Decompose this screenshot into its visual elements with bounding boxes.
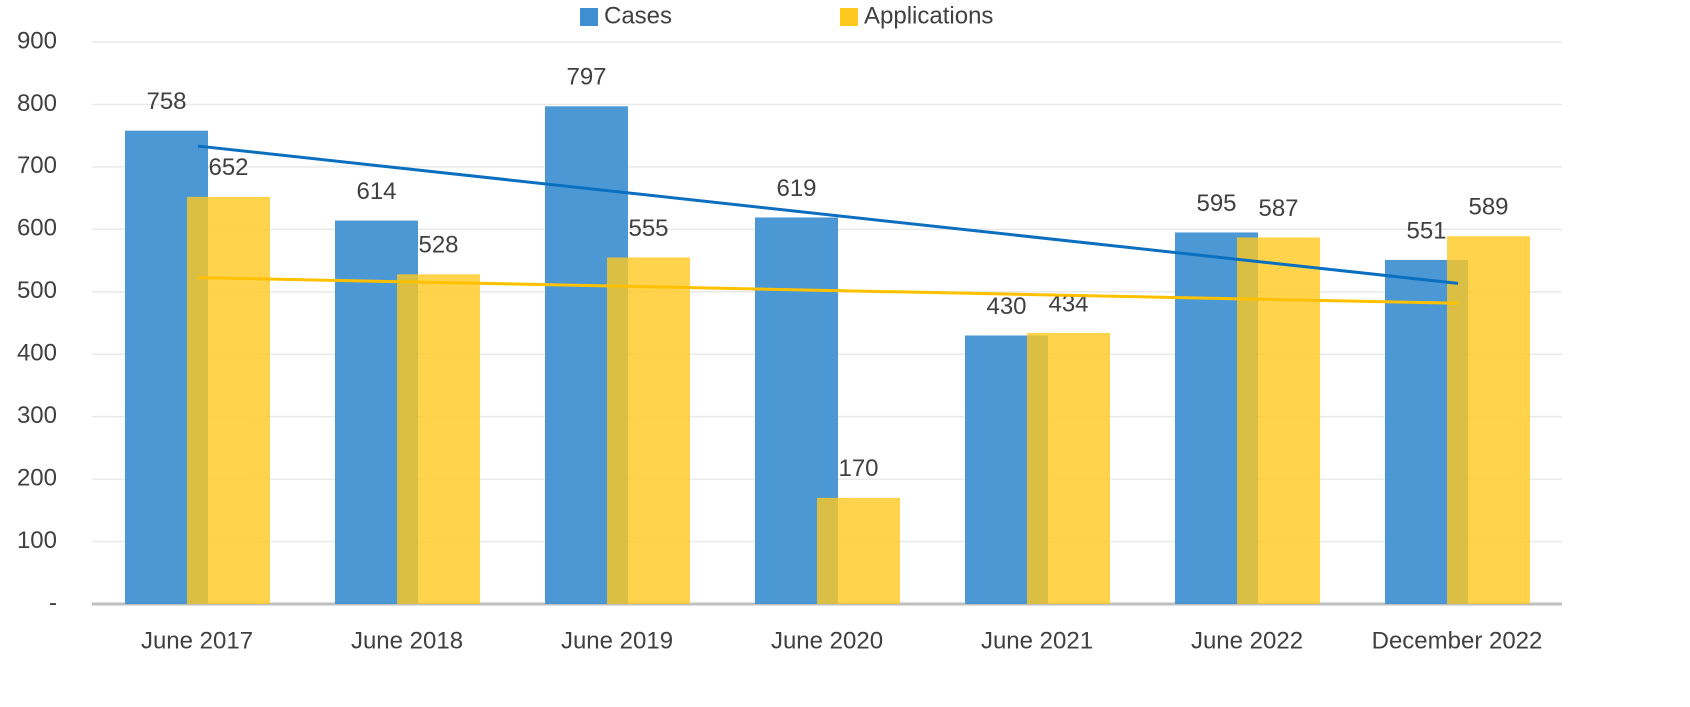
bar [397, 274, 480, 604]
data-label: 430 [986, 293, 1026, 320]
trend-line [197, 144, 1459, 285]
x-tick-label: June 2017 [141, 627, 253, 654]
data-label: 589 [1468, 194, 1508, 221]
bar [187, 196, 270, 604]
y-tick-label: 100 [17, 527, 57, 554]
data-label: 555 [628, 215, 668, 242]
bar [1027, 332, 1110, 604]
legend-label: Cases [604, 2, 672, 29]
x-tick-label: June 2018 [351, 627, 463, 654]
x-tick-label: June 2021 [981, 627, 1093, 654]
data-label: 170 [838, 455, 878, 482]
y-tick-label: 800 [17, 90, 57, 117]
data-label: 551 [1406, 217, 1446, 244]
data-label: 758 [146, 88, 186, 115]
legend-label: Applications [864, 2, 993, 29]
trend-line [197, 276, 1459, 305]
x-tick-label: December 2022 [1372, 627, 1543, 654]
legend-swatch [580, 8, 598, 26]
data-label: 614 [356, 178, 396, 205]
bar [1447, 236, 1530, 605]
x-tick-label: June 2020 [771, 627, 883, 654]
data-label: 587 [1258, 195, 1298, 222]
legend-swatch [840, 8, 858, 26]
x-tick-label: June 2019 [561, 627, 673, 654]
y-tick-label: - [49, 589, 57, 616]
y-tick-label: 700 [17, 152, 57, 179]
data-label: 528 [418, 232, 458, 259]
data-label: 595 [1196, 190, 1236, 217]
bar [607, 257, 690, 604]
y-tick-label: 500 [17, 277, 57, 304]
data-label: 797 [566, 64, 606, 91]
y-tick-label: 400 [17, 340, 57, 367]
bar [1237, 237, 1320, 604]
y-tick-label: 600 [17, 215, 57, 242]
y-tick-label: 200 [17, 464, 57, 491]
y-tick-label: 900 [17, 27, 57, 54]
data-label: 619 [776, 175, 816, 202]
x-tick-label: June 2022 [1191, 627, 1303, 654]
bar [817, 497, 900, 604]
y-tick-label: 300 [17, 402, 57, 429]
data-label: 652 [208, 154, 248, 181]
